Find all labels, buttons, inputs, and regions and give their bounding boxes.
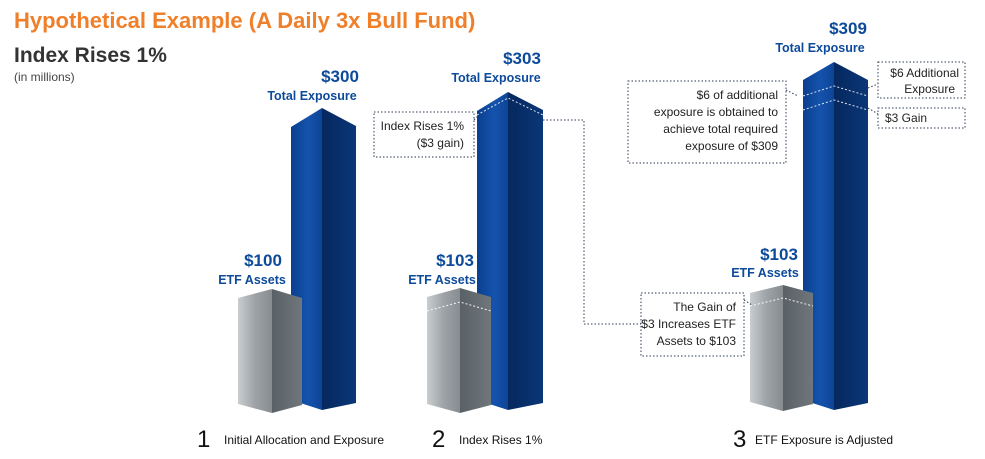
step-2-etf-value: $103 bbox=[436, 251, 474, 270]
step-2-etf-bar bbox=[426, 288, 492, 413]
gain-note-line-1: The Gain of bbox=[673, 300, 736, 314]
step-3-exposure-label: Total Exposure bbox=[775, 41, 864, 55]
step-3-group: $309 Total Exposure $103 ETF Assets $6 o… bbox=[627, 19, 966, 453]
page-subtitle: Index Rises 1% bbox=[14, 44, 167, 67]
six-additional-callout: $6 Additional Exposure bbox=[867, 61, 966, 99]
additional-note-line-4: exposure of $309 bbox=[685, 139, 778, 153]
index-rises-note-line-2: ($3 gain) bbox=[417, 136, 464, 150]
step-1-etf-value: $100 bbox=[244, 251, 282, 270]
additional-note-line-3: achieve total required bbox=[663, 122, 778, 136]
additional-note-line-1: $6 of additional bbox=[697, 88, 778, 102]
step-2-exposure-value: $303 bbox=[503, 49, 541, 68]
step-1-group: $300 Total Exposure $100 ETF Assets 1 In… bbox=[197, 67, 384, 453]
step-3-etf-value: $103 bbox=[760, 245, 798, 264]
step-2-group: $303 Total Exposure $103 ETF Assets Inde… bbox=[373, 49, 544, 453]
step-1-exposure-label: Total Exposure bbox=[267, 89, 356, 103]
index-rises-callout: Index Rises 1% ($3 gain) bbox=[373, 111, 481, 158]
gain-increases-callout: The Gain of $3 Increases ETF Assets to $… bbox=[640, 292, 753, 357]
additional-exposure-callout: $6 of additional exposure is obtained to… bbox=[627, 80, 799, 164]
step-3-number: 3 bbox=[733, 426, 746, 453]
step-1-exposure-value: $300 bbox=[321, 67, 359, 86]
step-3-etf-bar bbox=[749, 285, 814, 411]
three-gain-callout: $3 Gain bbox=[867, 107, 966, 129]
step-3-label: ETF Exposure is Adjusted bbox=[755, 433, 893, 447]
page-title: Hypothetical Example (A Daily 3x Bull Fu… bbox=[14, 8, 476, 33]
step-1-etf-bar bbox=[238, 289, 302, 413]
step-3-etf-label: ETF Assets bbox=[731, 266, 799, 280]
step-1-exposure-bar bbox=[291, 108, 356, 410]
step-1-label: Initial Allocation and Exposure bbox=[224, 433, 384, 447]
six-note-line-1: $6 Additional bbox=[890, 66, 959, 80]
units-note: (in millions) bbox=[14, 70, 75, 84]
step-3-exposure-value: $309 bbox=[829, 19, 867, 38]
six-note-line-2: Exposure bbox=[904, 82, 955, 96]
step-2-label: Index Rises 1% bbox=[459, 433, 543, 447]
additional-note-line-2: exposure is obtained to bbox=[654, 105, 778, 119]
step-1-etf-label: ETF Assets bbox=[218, 273, 286, 287]
step-2-exposure-label: Total Exposure bbox=[451, 71, 540, 85]
step-2-number: 2 bbox=[432, 426, 445, 453]
three-gain-note: $3 Gain bbox=[885, 111, 927, 125]
gain-connector-line bbox=[543, 119, 641, 325]
step-2-etf-label: ETF Assets bbox=[408, 273, 476, 287]
index-rises-note-line-1: Index Rises 1% bbox=[381, 119, 465, 133]
gain-note-line-2: $3 Increases ETF bbox=[641, 317, 736, 331]
step-1-number: 1 bbox=[197, 426, 210, 453]
gain-note-line-3: Assets to $103 bbox=[657, 334, 737, 348]
